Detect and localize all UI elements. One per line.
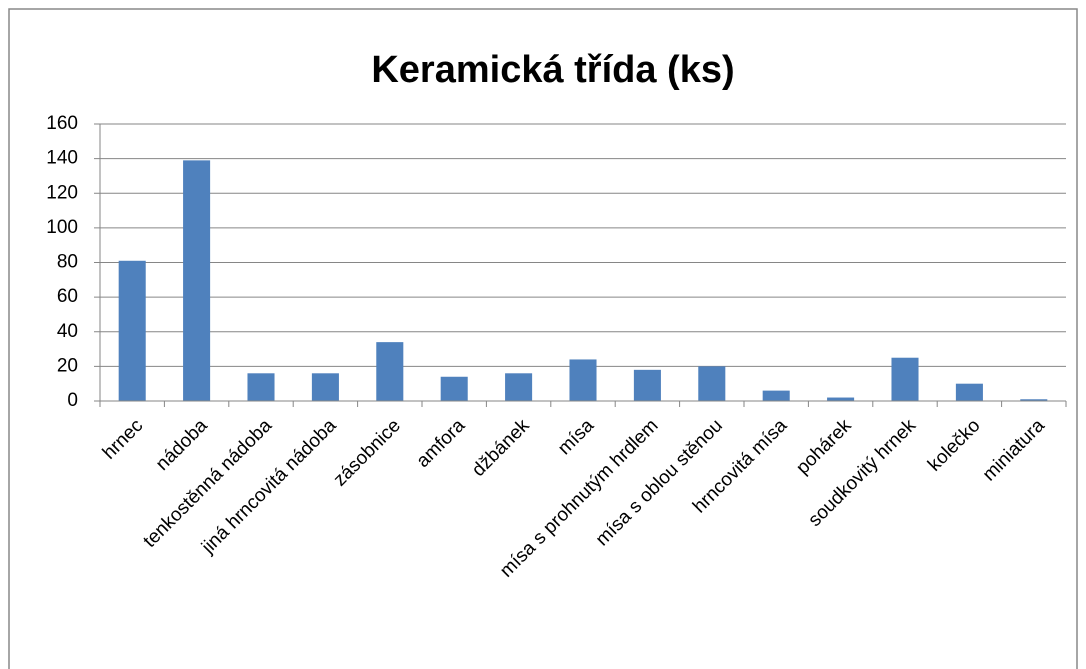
- bar: [311, 373, 339, 401]
- bar: [1020, 399, 1048, 401]
- bar: [698, 366, 726, 401]
- chart-frame: [8, 8, 1078, 669]
- y-tick-label: 0: [67, 390, 78, 411]
- bar: [633, 369, 661, 401]
- y-tick-label: 60: [57, 286, 78, 307]
- bar: [569, 359, 597, 401]
- bar: [376, 342, 404, 401]
- bar: [505, 373, 533, 401]
- bar: [440, 376, 468, 401]
- y-tick-label: 40: [57, 321, 78, 342]
- bar: [762, 390, 790, 401]
- y-tick-label: 80: [57, 252, 78, 273]
- bar: [247, 373, 275, 401]
- y-tick-label: 120: [46, 182, 78, 203]
- y-tick-label: 20: [57, 355, 78, 376]
- bar: [955, 383, 983, 401]
- bar: [827, 397, 855, 401]
- chart-title: Keramická třída (ks): [371, 49, 734, 91]
- bar: [118, 260, 146, 401]
- y-tick-label: 100: [46, 217, 78, 238]
- bar: [183, 160, 211, 401]
- bar: [891, 357, 919, 401]
- y-tick-label: 160: [46, 113, 78, 134]
- y-tick-label: 140: [46, 148, 78, 169]
